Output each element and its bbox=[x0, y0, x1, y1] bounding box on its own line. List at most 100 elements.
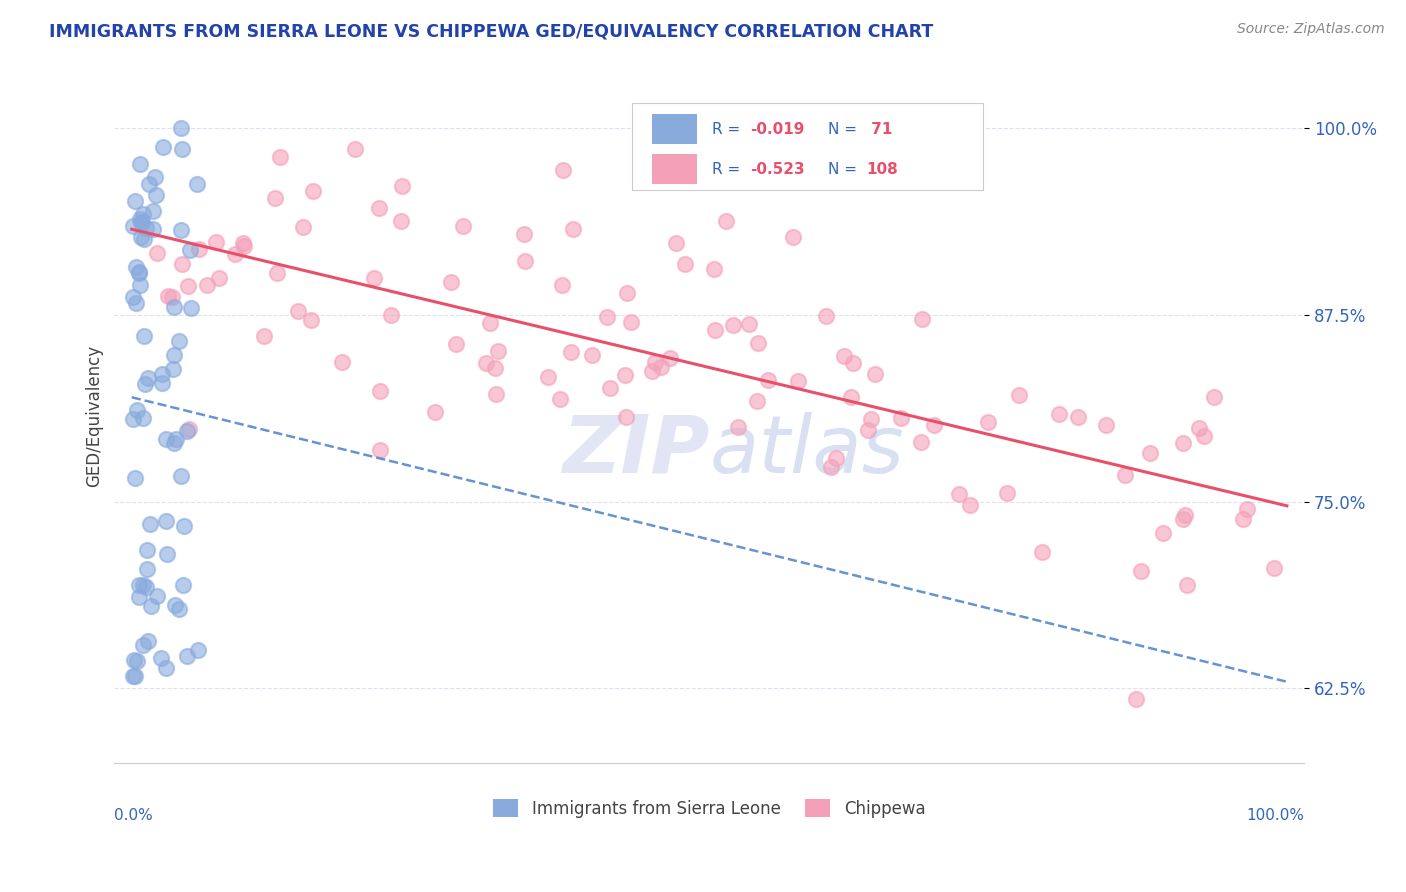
Point bbox=[188, 242, 211, 256]
Point bbox=[1263, 561, 1285, 575]
Point bbox=[155, 515, 177, 529]
Point bbox=[232, 236, 254, 251]
Point bbox=[170, 121, 193, 136]
Point bbox=[820, 460, 842, 475]
Y-axis label: GED/Equivalency: GED/Equivalency bbox=[86, 345, 103, 487]
Point bbox=[444, 337, 467, 351]
Legend: Immigrants from Sierra Leone, Chippewa: Immigrants from Sierra Leone, Chippewa bbox=[486, 793, 932, 824]
Point bbox=[122, 290, 145, 304]
Point bbox=[1125, 691, 1147, 706]
Point bbox=[721, 318, 744, 332]
Point bbox=[513, 227, 536, 241]
Point bbox=[537, 369, 560, 384]
Point bbox=[1171, 512, 1194, 526]
Point bbox=[165, 432, 187, 446]
Point bbox=[125, 654, 148, 668]
Point bbox=[128, 157, 150, 171]
Point bbox=[453, 219, 475, 234]
Point bbox=[599, 381, 621, 395]
Point bbox=[548, 392, 571, 406]
Point bbox=[302, 184, 325, 198]
Point bbox=[368, 442, 391, 457]
Point bbox=[179, 243, 201, 257]
Point bbox=[155, 432, 177, 446]
Text: R =: R = bbox=[711, 121, 745, 136]
Point bbox=[330, 355, 353, 369]
Point bbox=[172, 578, 194, 592]
Point bbox=[890, 411, 912, 425]
Point bbox=[1008, 388, 1031, 402]
Point bbox=[1031, 545, 1053, 559]
Point bbox=[162, 362, 184, 376]
Point bbox=[948, 487, 970, 501]
Point bbox=[370, 384, 392, 398]
Point bbox=[995, 486, 1018, 500]
Point bbox=[132, 577, 155, 591]
Point bbox=[145, 246, 167, 260]
Point bbox=[207, 271, 229, 285]
Point bbox=[1188, 420, 1211, 434]
Point bbox=[614, 368, 637, 383]
Point bbox=[910, 435, 932, 450]
Point bbox=[581, 347, 603, 361]
Point bbox=[139, 599, 162, 613]
Point bbox=[233, 239, 256, 253]
Point bbox=[269, 150, 291, 164]
Point bbox=[170, 257, 193, 271]
Point bbox=[122, 219, 145, 233]
Point bbox=[474, 356, 496, 370]
Point bbox=[132, 638, 155, 652]
Point bbox=[142, 203, 165, 218]
Point bbox=[129, 278, 152, 293]
Point bbox=[124, 296, 146, 310]
Point bbox=[122, 412, 145, 426]
Point bbox=[513, 254, 536, 268]
Point bbox=[924, 417, 946, 432]
Text: 0.0%: 0.0% bbox=[114, 808, 153, 823]
Point bbox=[135, 580, 157, 594]
Point bbox=[176, 424, 198, 438]
Text: N =: N = bbox=[828, 161, 862, 177]
Point bbox=[673, 257, 696, 271]
Point bbox=[747, 335, 769, 350]
Point bbox=[614, 409, 637, 424]
Text: 108: 108 bbox=[866, 161, 898, 177]
Text: ZIP: ZIP bbox=[562, 411, 709, 490]
Point bbox=[1067, 410, 1090, 425]
Point bbox=[266, 266, 288, 280]
Point bbox=[176, 649, 198, 664]
Point bbox=[150, 651, 173, 665]
Point bbox=[391, 179, 413, 194]
Point bbox=[157, 288, 180, 302]
Point bbox=[595, 310, 617, 324]
Point bbox=[665, 236, 688, 251]
Point bbox=[959, 498, 981, 512]
Point bbox=[287, 303, 309, 318]
Point bbox=[186, 178, 208, 192]
Point bbox=[1114, 468, 1136, 483]
Point bbox=[815, 309, 838, 323]
Point bbox=[738, 317, 761, 331]
Point bbox=[152, 139, 174, 153]
Point bbox=[344, 142, 367, 156]
Point bbox=[1095, 417, 1118, 432]
Point bbox=[145, 187, 167, 202]
Point bbox=[1139, 446, 1161, 460]
Point bbox=[1232, 512, 1254, 526]
Point bbox=[160, 290, 183, 304]
Point bbox=[143, 170, 166, 185]
Point bbox=[650, 360, 672, 375]
Point bbox=[128, 267, 150, 281]
Point bbox=[292, 220, 315, 235]
Point bbox=[1047, 407, 1070, 421]
Point bbox=[124, 653, 146, 667]
Point bbox=[195, 277, 218, 292]
Point bbox=[169, 334, 191, 348]
Point bbox=[132, 410, 155, 425]
Point bbox=[423, 405, 446, 419]
Point bbox=[136, 634, 159, 648]
Point bbox=[786, 374, 808, 388]
Point bbox=[263, 191, 285, 205]
Point bbox=[135, 561, 157, 575]
Point bbox=[841, 390, 863, 404]
